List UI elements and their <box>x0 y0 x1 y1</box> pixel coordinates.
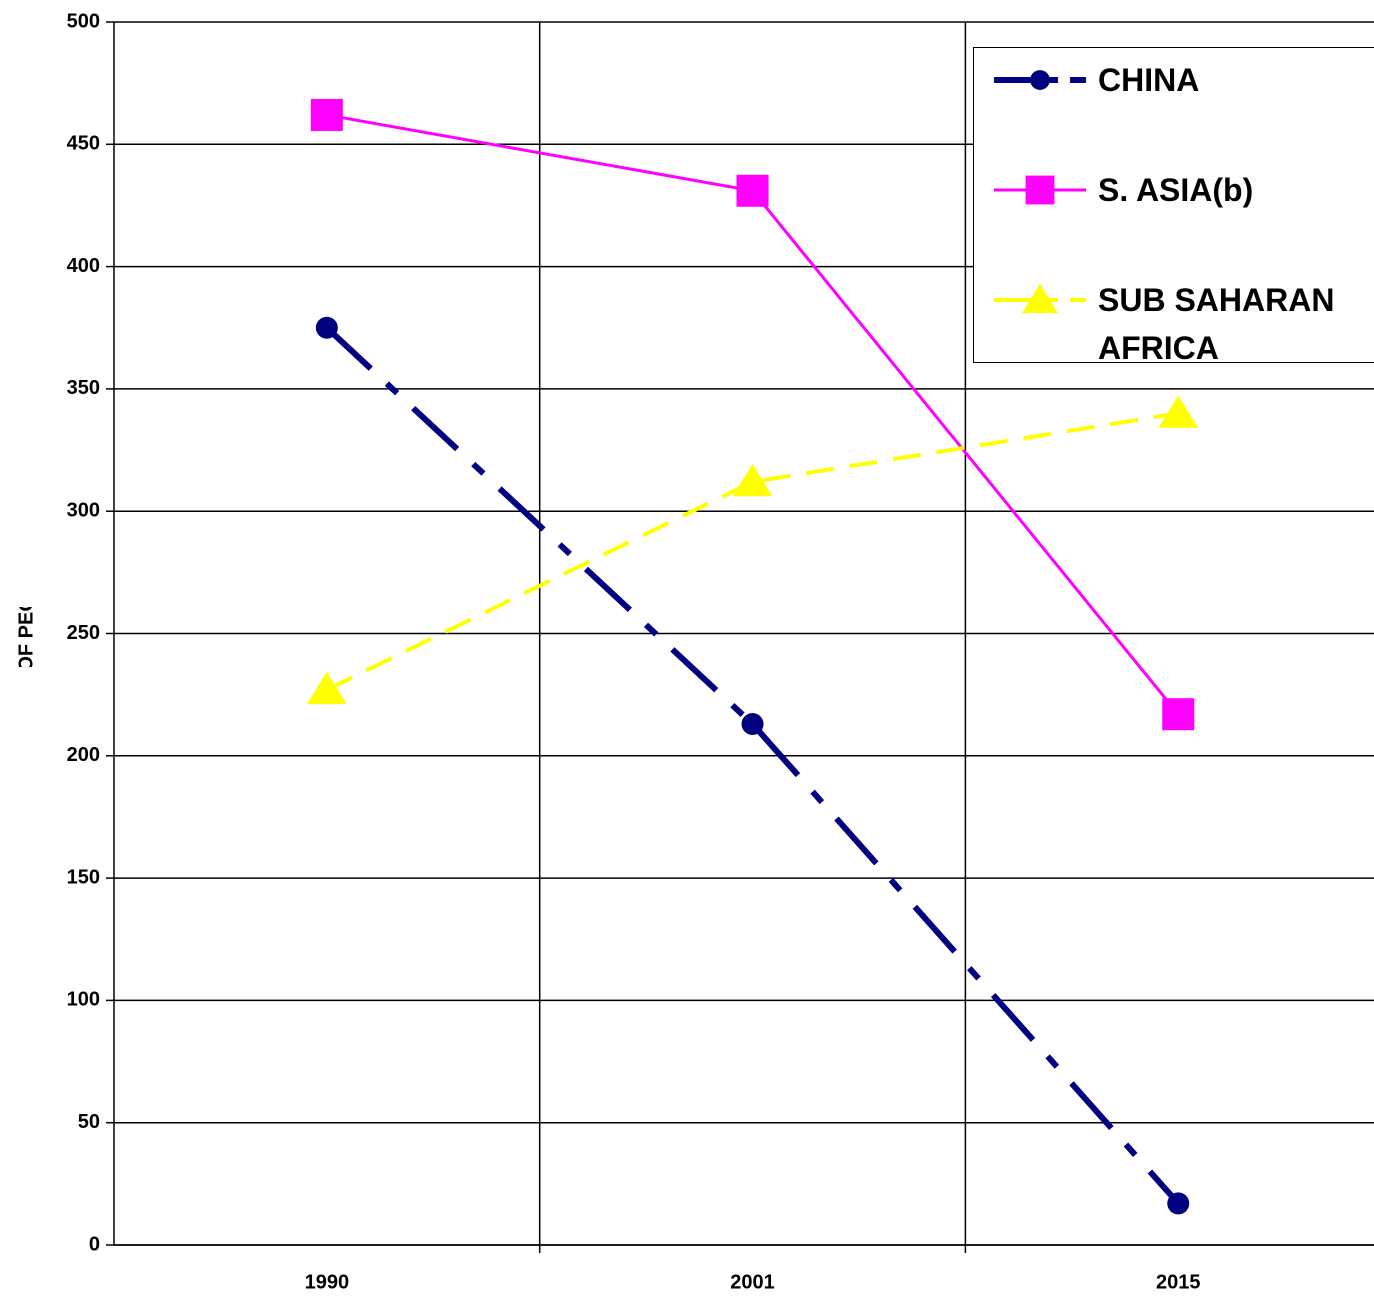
y-axis-label: NUMBER OF PEOPLE, MN <box>15 515 37 765</box>
y-tick-label: 150 <box>67 866 100 888</box>
marker <box>1158 395 1199 428</box>
y-tick-label: 300 <box>67 499 100 521</box>
y-tick-label: 500 <box>67 10 100 32</box>
y-tick-label: 350 <box>67 377 100 399</box>
y-tick-label: 0 <box>89 1233 100 1255</box>
marker <box>1162 698 1195 731</box>
y-tick-label: 50 <box>78 1111 100 1133</box>
legend-entry: S. ASIA(b) <box>992 166 1374 214</box>
x-tick-label: 2001 <box>730 1271 775 1293</box>
legend-label: S. ASIA(b) <box>1098 172 1254 208</box>
marker <box>1167 1192 1190 1215</box>
legend-label: CHINA <box>1098 62 1200 98</box>
marker <box>315 316 338 339</box>
legend: CHINA S. ASIA(b) SUB SAHARAN AFRICA <box>973 47 1374 366</box>
marker <box>310 98 343 131</box>
marker <box>736 174 769 207</box>
legend-symbol <box>994 283 1086 313</box>
x-tick-label: 1990 <box>305 1271 350 1293</box>
y-tick-label: 450 <box>67 133 100 155</box>
legend-entry: CHINA <box>992 56 1374 104</box>
marker <box>1030 70 1050 90</box>
marker <box>741 713 764 736</box>
y-tick-label: 200 <box>67 744 100 766</box>
series-line <box>324 325 1181 1206</box>
marker <box>307 671 347 705</box>
legend-symbol <box>994 70 1086 90</box>
marker <box>1025 175 1055 205</box>
x-tick-label: 2015 <box>1156 1271 1201 1293</box>
y-tick-label: 250 <box>67 622 100 644</box>
legend-entry: SUB SAHARAN AFRICA <box>992 276 1374 372</box>
marker <box>732 463 773 497</box>
legend-symbol <box>994 175 1086 205</box>
marker <box>1022 283 1058 313</box>
series-line <box>325 411 1179 692</box>
y-tick-label: 400 <box>67 255 100 277</box>
y-tick-label: 100 <box>67 989 100 1011</box>
legend-label: SUB SAHARAN AFRICA <box>1098 282 1335 366</box>
